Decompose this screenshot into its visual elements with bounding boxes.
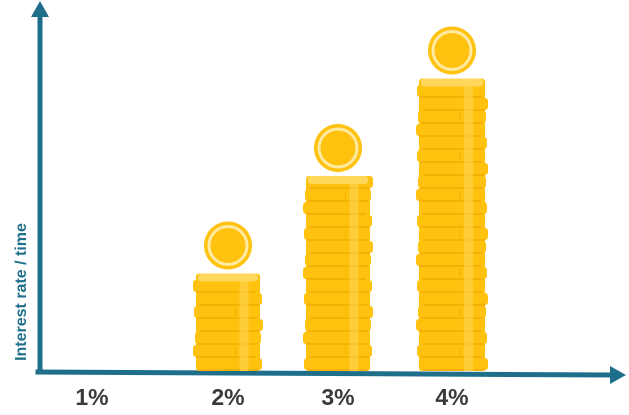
coin-layer: [196, 293, 262, 305]
x-tick-label: 3%: [321, 384, 354, 410]
y-axis-arrowhead: [31, 1, 49, 17]
coin-layer: [416, 319, 484, 331]
coin-stack-top: [308, 176, 368, 184]
coin-layer: [419, 332, 487, 344]
coin-layer: [305, 189, 371, 201]
coin-layer: [303, 202, 369, 214]
coin-layer: [306, 280, 372, 292]
coin-layer: [417, 85, 485, 97]
y-axis: [31, 1, 49, 375]
coin-layer: [417, 280, 485, 292]
coin-layer: [420, 293, 488, 305]
coin-layer: [417, 215, 485, 227]
coin-layer: [418, 241, 486, 253]
coin-layer: [303, 267, 369, 279]
coin-layer: [305, 319, 371, 331]
x-axis: [35, 366, 626, 384]
coin-layer: [307, 241, 373, 253]
coin-stack-2%: [193, 221, 263, 371]
coin-layer: [417, 345, 485, 357]
floating-coin: [314, 124, 362, 172]
x-axis-line: [35, 369, 615, 378]
coin-column-highlight: [239, 273, 249, 371]
coin-layer: [416, 124, 484, 136]
coin-layer: [420, 358, 488, 370]
coin-stack-3%: [303, 124, 373, 371]
coin-column-highlight: [463, 78, 474, 371]
coin-layer: [420, 228, 488, 240]
x-tick-labels: 1% 2% 3% 4%: [75, 384, 468, 410]
coin-layer: [304, 228, 370, 240]
coin-layer: [418, 306, 486, 318]
coin-column-highlight: [349, 176, 359, 371]
coin-stacks-layer: [193, 26, 488, 371]
floating-coin-rim: [431, 30, 473, 71]
coin-layer: [303, 332, 369, 344]
coin-layer: [195, 332, 261, 344]
floating-coin: [204, 221, 252, 270]
coin-layer: [193, 280, 259, 292]
floating-coin-face: [213, 230, 243, 261]
coin-layer: [304, 358, 370, 370]
coin-stack-top: [198, 273, 258, 282]
coin-layer: [307, 306, 373, 318]
floating-coin: [428, 26, 476, 75]
x-tick-label: 2%: [211, 384, 244, 410]
coin-layer: [419, 137, 487, 149]
coin-layer: [304, 293, 370, 305]
coin-stack-top: [421, 78, 483, 87]
coin-layer: [419, 202, 487, 214]
x-tick-label: 1%: [75, 384, 108, 410]
coin-layer: [194, 306, 260, 318]
coin-layer: [418, 111, 486, 123]
coin-layer: [417, 150, 485, 162]
floating-coin-rim: [207, 225, 249, 266]
coin-layer: [196, 358, 262, 370]
coin-layer: [418, 176, 486, 188]
coin-layer: [416, 254, 484, 266]
coin-layer: [420, 98, 488, 110]
floating-coin-rim: [317, 127, 359, 169]
coin-layer: [306, 345, 372, 357]
coin-layer: [419, 267, 487, 279]
coin-stack-4%: [416, 26, 488, 371]
coin-layer: [420, 163, 488, 175]
coin-layer: [416, 189, 484, 201]
floating-coin-face: [437, 35, 467, 66]
x-tick-label: 4%: [435, 384, 468, 410]
floating-coin-face: [323, 133, 353, 163]
coin-layer: [306, 215, 372, 227]
coin-layer: [197, 319, 263, 331]
y-axis-title: Interest rate / time: [13, 223, 30, 361]
x-axis-arrowhead: [610, 366, 626, 384]
coin-layer: [193, 345, 259, 357]
coin-layer: [305, 254, 371, 266]
